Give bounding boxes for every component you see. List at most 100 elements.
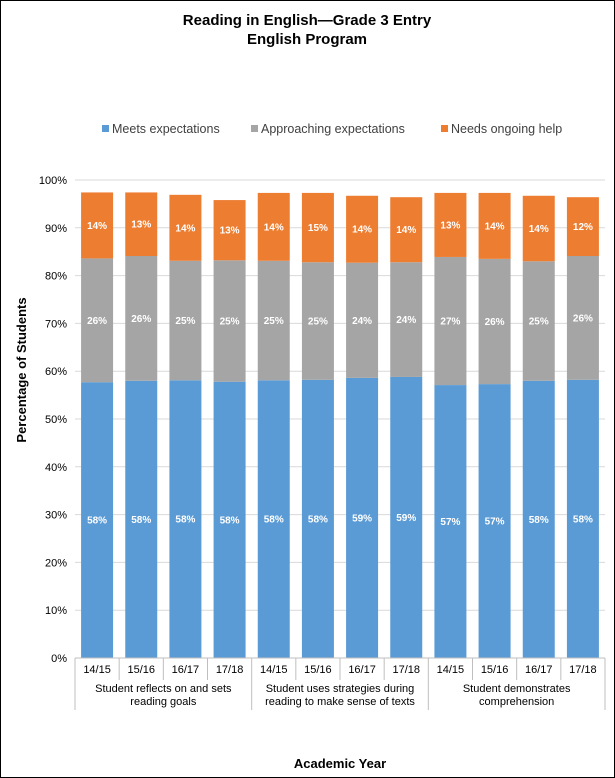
- x-tick-label: 14/15: [260, 664, 288, 676]
- y-tick-label: 40%: [45, 462, 67, 474]
- bar-segment-approaching-expectations: [478, 258, 511, 385]
- x-tick-label: 16/17: [348, 664, 376, 676]
- bar-segment-approaching-expectations: [301, 262, 334, 380]
- data-label: 27%: [440, 317, 460, 328]
- chart-title: Reading in English—Grade 3 Entry English…: [183, 12, 432, 48]
- data-label: 58%: [573, 514, 593, 525]
- x-axis: 14/15 15/16 16/17 17/18 14/15 15/16 16/17 17/18…: [74, 657, 606, 710]
- bar-stack-9: 57% 27% 13%: [434, 192, 467, 658]
- data-label: 24%: [352, 316, 372, 327]
- data-label: 58%: [87, 516, 107, 527]
- bar-segment-needs-ongoing-help: [301, 192, 334, 263]
- bar-segment-approaching-expectations: [257, 260, 290, 381]
- bar-segment-meets-expectations: [169, 380, 202, 658]
- y-tick-label: 100%: [39, 175, 67, 187]
- bar-segment-needs-ongoing-help: [346, 195, 379, 263]
- data-label: 14%: [175, 223, 195, 234]
- bar-segment-meets-expectations: [125, 380, 158, 658]
- x-tick-label: 17/18: [216, 664, 244, 676]
- bar-stack-8: 59% 24% 14%: [390, 197, 423, 658]
- data-label: 14%: [485, 221, 505, 232]
- bar-segment-meets-expectations: [434, 385, 467, 658]
- data-label: 25%: [264, 316, 284, 327]
- y-tick-label: 20%: [45, 557, 67, 569]
- x-tick-label: 14/15: [83, 664, 111, 676]
- y-tick-label: 70%: [45, 318, 67, 330]
- x-tick-label: 15/16: [127, 664, 155, 676]
- bar-segment-approaching-expectations: [434, 256, 467, 386]
- data-label: 25%: [175, 316, 195, 327]
- data-label: 14%: [529, 224, 549, 235]
- bar-stack-5: 58% 25% 14%: [257, 192, 290, 658]
- data-label: 26%: [131, 314, 151, 325]
- bar-segment-needs-ongoing-help: [257, 192, 290, 261]
- bar-segment-needs-ongoing-help: [213, 200, 246, 261]
- group-label-line: comprehension: [479, 696, 554, 708]
- group-label-line: Student demonstrates: [463, 683, 571, 695]
- bar-segment-meets-expectations: [301, 379, 334, 658]
- data-label: 58%: [308, 514, 328, 525]
- bar-segment-meets-expectations: [257, 380, 290, 658]
- legend-swatch: [441, 125, 448, 132]
- data-label: 14%: [352, 225, 372, 236]
- bar-stack-1: 58% 26% 14%: [81, 192, 114, 658]
- x-axis-title: Academic Year: [294, 756, 386, 771]
- legend: Meets expectations Approaching expectatio…: [102, 122, 562, 136]
- bar-stack-7: 59% 24% 14%: [346, 195, 379, 658]
- data-label: 25%: [308, 317, 328, 328]
- bar-segment-needs-ongoing-help: [81, 192, 114, 259]
- bar-segment-meets-expectations: [390, 376, 423, 658]
- data-label: 13%: [131, 220, 151, 231]
- data-label: 26%: [485, 317, 505, 328]
- y-tick-label: 50%: [45, 414, 67, 426]
- bar-segment-needs-ongoing-help: [478, 192, 511, 259]
- bar-stack-6: 58% 25% 15%: [301, 192, 334, 658]
- legend-swatch: [251, 125, 258, 132]
- bar-segment-meets-expectations: [522, 380, 555, 658]
- x-tick-label: 16/17: [525, 664, 553, 676]
- group-label-line: Student reflects on and sets: [95, 683, 232, 695]
- bars: 58% 26% 14% 58% 26% 13% 58% 25% 14% 58% 25% 13% 58% 2…: [81, 192, 599, 658]
- y-tick-label: 60%: [45, 366, 67, 378]
- data-label: 12%: [573, 222, 593, 233]
- legend-swatch: [102, 125, 109, 132]
- bar-segment-needs-ongoing-help: [566, 197, 599, 257]
- bar-segment-needs-ongoing-help: [390, 197, 423, 263]
- bar-segment-approaching-expectations: [125, 256, 158, 381]
- data-label: 58%: [131, 515, 151, 526]
- legend-label: Approaching expectations: [261, 122, 405, 136]
- bar-stack-2: 58% 26% 13%: [125, 192, 158, 658]
- bar-segment-approaching-expectations: [169, 260, 202, 381]
- bar-segment-approaching-expectations: [522, 261, 555, 381]
- y-tick-label: 90%: [45, 223, 67, 235]
- bar-segment-meets-expectations: [213, 381, 246, 658]
- x-tick-label: 15/16: [481, 664, 509, 676]
- x-tick-label: 17/18: [392, 664, 420, 676]
- data-label: 13%: [220, 226, 240, 237]
- data-label: 58%: [175, 515, 195, 526]
- gridlines: [75, 179, 605, 611]
- chart-title-line-1: Reading in English—Grade 3 Entry: [183, 12, 432, 29]
- bar-stack-3: 58% 25% 14%: [169, 194, 202, 658]
- legend-item-3: Needs ongoing help: [441, 122, 562, 136]
- bar-segment-approaching-expectations: [346, 262, 379, 378]
- group-label-line: reading goals: [130, 696, 197, 708]
- data-label: 58%: [264, 515, 284, 526]
- group-label-line: reading to make sense of texts: [265, 696, 415, 708]
- bar-segment-needs-ongoing-help: [434, 192, 467, 257]
- bar-segment-approaching-expectations: [81, 258, 114, 383]
- bar-segment-approaching-expectations: [566, 256, 599, 380]
- data-label: 59%: [396, 513, 416, 524]
- legend-label: Meets expectations: [112, 122, 220, 136]
- data-label: 26%: [87, 316, 107, 327]
- data-label: 58%: [220, 515, 240, 526]
- y-axis-title: Percentage of Students: [14, 297, 29, 442]
- data-label: 24%: [396, 315, 416, 326]
- chart-title-line-2: English Program: [247, 31, 367, 48]
- bar-segment-approaching-expectations: [390, 262, 423, 377]
- data-label: 15%: [308, 223, 328, 234]
- y-tick-label: 30%: [45, 510, 67, 522]
- bar-stack-10: 57% 26% 14%: [478, 192, 511, 658]
